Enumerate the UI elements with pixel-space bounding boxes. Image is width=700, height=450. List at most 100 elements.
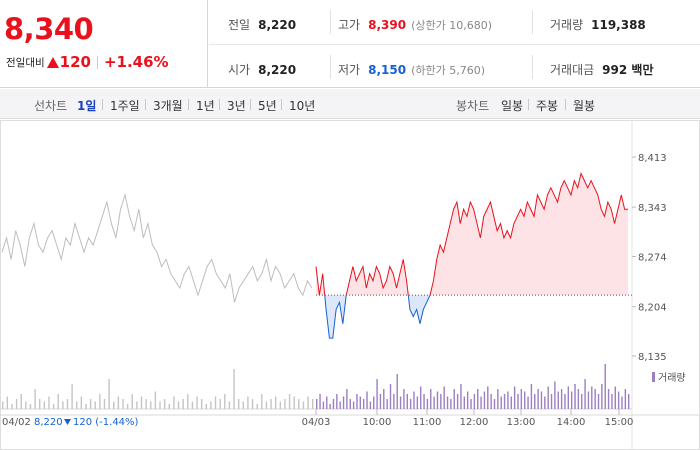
volume-bar — [544, 396, 546, 409]
volume-bar — [200, 399, 203, 409]
tab-5y[interactable]: 5년 — [258, 99, 277, 113]
volume-stat: 거래량 119,388 — [550, 16, 646, 33]
volume-bar — [136, 401, 138, 409]
volume-bar — [510, 396, 512, 409]
volume-bar — [587, 391, 590, 409]
lower-limit: (하한가 5,760) — [411, 64, 485, 77]
volume-bar — [524, 391, 526, 409]
x-tick-label: 04/02 — [2, 417, 31, 428]
volume-bar — [581, 394, 583, 409]
volume-bar — [312, 399, 314, 409]
volume-bar — [173, 396, 175, 409]
volume-bar — [191, 401, 194, 409]
tab-1d[interactable]: 1일 — [77, 99, 97, 113]
col-divider — [532, 10, 533, 34]
volume-bar — [15, 399, 18, 409]
volume-bar — [373, 396, 375, 409]
tab-1w[interactable]: 1주일 — [110, 99, 140, 113]
tab-divider — [250, 99, 251, 110]
volume-bar — [349, 399, 351, 409]
col-divider — [330, 10, 331, 34]
volume-bar — [409, 399, 412, 409]
x-tick-label: 11:00 — [413, 417, 442, 428]
tab-divider — [281, 99, 282, 110]
col-divider — [532, 55, 533, 79]
volume-bar — [597, 394, 600, 409]
volume-bar — [493, 399, 496, 409]
tab-3y[interactable]: 3년 — [227, 99, 246, 113]
open-label: 시가 — [228, 63, 251, 77]
y-tick-label: 8,135 — [638, 352, 667, 363]
y-tick-label: 8,343 — [638, 203, 667, 214]
volume-bar — [76, 401, 78, 409]
volume-bar — [423, 394, 425, 409]
change-row: 전일대비 120 +1.46% — [6, 53, 169, 71]
volume-bar — [416, 396, 419, 409]
tab-10y[interactable]: 10년 — [289, 99, 316, 113]
volume-bar — [307, 396, 309, 409]
stock-summary: 8,340 전일대비 120 +1.46% 전일 8,220 시가 8,220 … — [0, 0, 700, 88]
tab-monthly[interactable]: 월봉 — [573, 99, 596, 113]
chart-tab-bar: 선차트 1일 1주일 3개월 1년 3년 5년 10년 봉차트 일봉 주봉 월봉 — [0, 89, 700, 119]
tab-weekly[interactable]: 주봉 — [536, 99, 559, 113]
volume-bar — [113, 401, 115, 409]
amount-label: 거래대금 — [550, 63, 595, 77]
volume-bar — [594, 389, 596, 409]
volume-bar — [554, 381, 556, 409]
volume-bar — [57, 394, 59, 409]
tab-divider — [102, 99, 103, 110]
price-box: 8,340 전일대비 120 +1.46% — [0, 0, 208, 88]
x-tick-label: 12:00 — [460, 417, 489, 428]
volume-bar — [420, 386, 422, 409]
volume-bar — [346, 389, 348, 409]
volume-bar — [265, 401, 268, 409]
tab-3m[interactable]: 3개월 — [153, 99, 183, 113]
volume-bar — [251, 399, 254, 409]
volume-bar — [450, 399, 452, 409]
volume-bar — [352, 401, 355, 409]
volume-bar — [117, 396, 120, 409]
volume-bar — [577, 389, 580, 409]
volume-bar — [503, 394, 506, 409]
volume-bar — [356, 394, 358, 409]
volume-label: 거래량 — [550, 18, 584, 32]
x-tick-label: 04/03 — [302, 417, 331, 428]
volume-bar — [177, 401, 180, 409]
volume-bar — [20, 394, 22, 409]
price-chart-svg: 8,413 8,343 8,274 8,204 8,135 04/02 8,220 120 … — [0, 120, 700, 450]
volume-bar — [473, 394, 476, 409]
volume-bar — [39, 399, 41, 409]
prev-day-close: 8,220 — [34, 417, 63, 428]
volume-bar — [319, 394, 321, 409]
volume-bar — [108, 379, 110, 409]
change-value: 120 — [59, 53, 91, 71]
volume-bar — [326, 396, 328, 409]
volume-bar — [140, 396, 143, 409]
tab-divider — [188, 99, 189, 110]
volume-bar — [293, 396, 295, 409]
high-stat: 고가 8,390 (상한가 10,680) — [338, 16, 492, 33]
prev-close-value: 8,220 — [258, 18, 297, 32]
volume-bar — [470, 399, 472, 409]
volume-bar — [383, 389, 385, 409]
low-value: 8,150 — [368, 63, 407, 77]
volume-bar — [396, 374, 398, 409]
amount-value: 992 백만 — [602, 63, 654, 77]
volume-bar — [6, 396, 9, 409]
volume-bar — [366, 391, 368, 409]
volume-bar — [480, 396, 482, 409]
upper-limit: (상한가 10,680) — [411, 19, 492, 32]
volume-bar — [359, 396, 362, 409]
tab-1y[interactable]: 1년 — [196, 99, 215, 113]
volume-bar — [403, 389, 405, 409]
prev-close-stat: 전일 8,220 — [228, 16, 296, 33]
volume-value: 119,388 — [591, 18, 646, 32]
volume-bar — [279, 401, 282, 409]
tab-divider — [528, 99, 529, 110]
volume-bar — [463, 396, 466, 409]
volume-bar — [614, 386, 616, 409]
volume-bar — [233, 369, 235, 409]
volume-bar — [214, 396, 217, 409]
tab-daily[interactable]: 일봉 — [501, 99, 524, 113]
volume-bar — [336, 394, 338, 409]
